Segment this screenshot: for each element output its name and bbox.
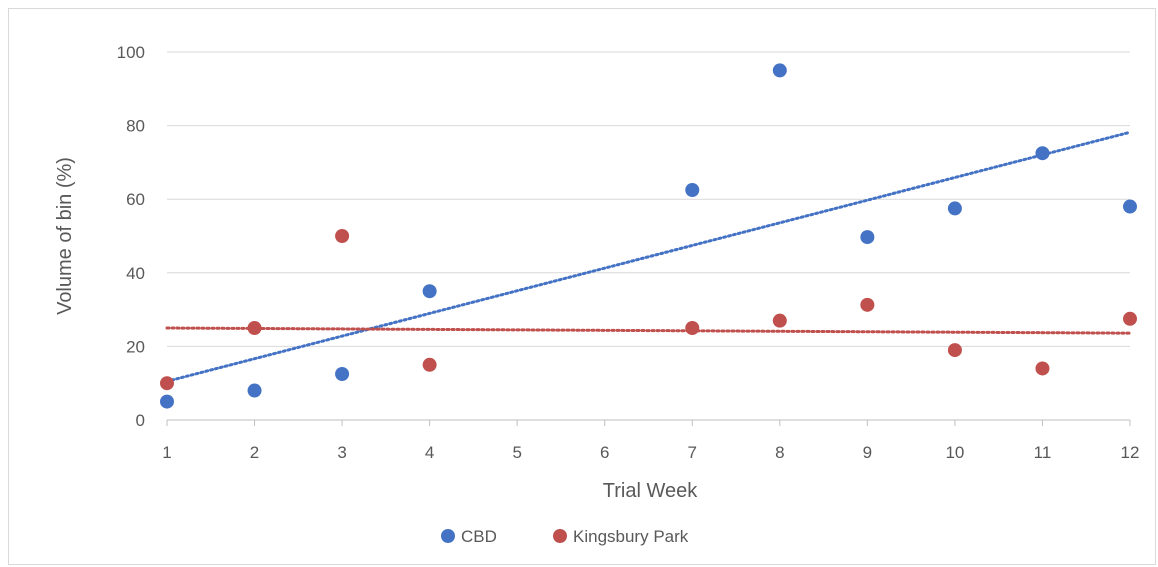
point-kingsbury-park-week-9 (860, 297, 875, 312)
legend-marker-cbd (441, 529, 455, 543)
point-cbd-week-7 (685, 183, 700, 197)
x-tick-label-5: 5 (512, 443, 521, 462)
point-kingsbury-park-week-11 (1035, 361, 1050, 376)
chart-frame (8, 8, 1156, 565)
point-kingsbury-park-week-7 (685, 321, 700, 335)
point-kingsbury-park-week-2 (247, 321, 262, 335)
legend-label-cbd: CBD (461, 527, 497, 546)
trendline-kingsbury-park (165, 326, 1132, 335)
point-cbd-week-8 (772, 63, 787, 78)
x-tick-label-3: 3 (337, 443, 346, 462)
trendline-cbd (165, 130, 1132, 383)
legend-marker-kingsbury-park (553, 529, 567, 543)
x-tick-label-1: 1 (162, 443, 171, 462)
trendlines (165, 130, 1132, 383)
point-kingsbury-park-week-4 (422, 357, 437, 372)
x-axis-title: Trial Week (603, 480, 698, 502)
x-tick-label-10: 10 (945, 443, 964, 462)
x-tick-label-7: 7 (688, 443, 697, 462)
point-cbd-week-11 (1035, 146, 1050, 161)
data-points (160, 63, 1137, 409)
y-tick-label-100: 100 (117, 43, 145, 62)
x-tick-label-8: 8 (775, 443, 784, 462)
point-cbd-week-1 (160, 394, 174, 409)
point-cbd-week-3 (335, 367, 350, 381)
legend-label-kingsbury-park: Kingsbury Park (573, 527, 689, 546)
x-tick-labels: 1 2 3 4 5 6 7 8 9 10 11 12 (162, 443, 1139, 462)
point-kingsbury-park-week-3 (335, 229, 350, 243)
point-kingsbury-park-week-10 (947, 343, 962, 358)
point-cbd-week-12 (1123, 199, 1137, 214)
point-cbd-week-10 (947, 201, 962, 216)
y-axis-title: Volume of bin (%) (54, 157, 76, 315)
y-tick-label-0: 0 (136, 411, 145, 430)
point-kingsbury-park-week-8 (772, 313, 787, 328)
y-tick-label-40: 40 (126, 264, 145, 283)
y-tick-label-60: 60 (126, 190, 145, 209)
x-tick-label-4: 4 (425, 443, 434, 462)
legend: CBD Kingsbury Park (441, 527, 689, 546)
point-kingsbury-park-week-12 (1123, 311, 1137, 326)
gridlines (166, 51, 1131, 426)
x-tick-label-12: 12 (1121, 443, 1140, 462)
point-kingsbury-park-week-1 (160, 376, 174, 391)
y-tick-label-20: 20 (126, 337, 145, 356)
point-cbd-week-4 (422, 284, 437, 299)
x-tick-label-11: 11 (1034, 443, 1052, 462)
point-cbd-week-2 (247, 383, 262, 398)
y-tick-labels: 0 20 40 60 80 100 (117, 43, 145, 430)
y-tick-label-80: 80 (126, 117, 145, 136)
x-tick-label-2: 2 (250, 443, 259, 462)
point-cbd-week-9 (860, 230, 875, 245)
x-tick-label-6: 6 (600, 443, 609, 462)
x-tick-label-9: 9 (863, 443, 872, 462)
